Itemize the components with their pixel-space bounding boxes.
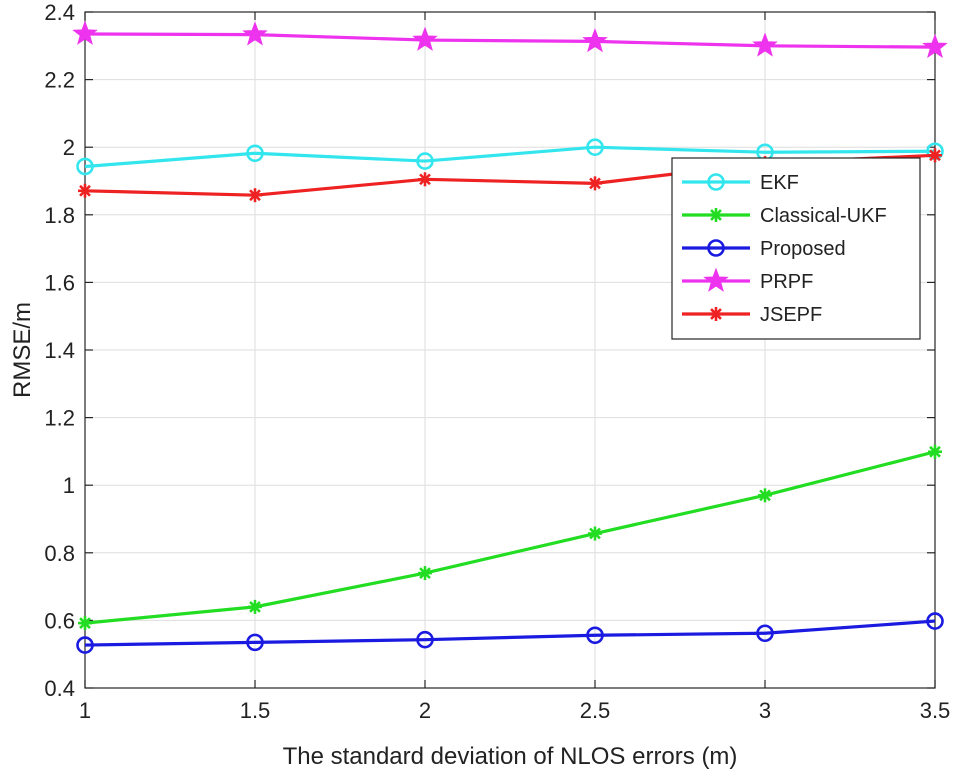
data-point-proposed [416, 630, 434, 649]
y-tick-label: 1.8 [44, 203, 75, 228]
data-point-prpf [752, 32, 778, 57]
legend-marker [709, 307, 723, 321]
data-point-ekf [76, 157, 94, 176]
y-tick-label: 1 [63, 473, 75, 498]
legend-item-ekf: EKF [682, 172, 799, 194]
y-tick-label: 0.4 [44, 676, 75, 701]
data-point-ekf [586, 138, 604, 156]
data-point-jsepf [588, 176, 602, 191]
data-point-proposed [756, 624, 774, 643]
x-tick-label: 2 [419, 698, 431, 723]
x-axis-label: The standard deviation of NLOS errors (m… [283, 743, 738, 770]
x-tick-label: 2.5 [580, 698, 611, 723]
data-point-jsepf [248, 188, 262, 203]
y-tick-label: 2.4 [44, 0, 75, 25]
data-point-classical-ukf [418, 566, 432, 581]
y-tick-label: 1.4 [44, 338, 75, 363]
data-point-ekf [416, 152, 434, 170]
legend-marker [707, 173, 725, 191]
data-point-prpf [582, 27, 608, 53]
y-axis-label: RMSE/m [9, 302, 36, 398]
series-prpf [72, 20, 948, 59]
data-point-prpf [72, 20, 98, 45]
data-point-proposed [926, 612, 944, 630]
data-point-proposed [246, 633, 264, 652]
legend-item-prpf: PRPF [682, 267, 813, 293]
data-point-classical-ukf [928, 444, 942, 459]
data-point-prpf [412, 26, 438, 51]
data-point-classical-ukf [758, 488, 772, 503]
series-line-prpf [84, 32, 936, 49]
series-ekf [76, 138, 944, 176]
y-tick-label: 0.8 [44, 541, 75, 566]
legend-label: JSEPF [760, 304, 822, 326]
legend-label: PRPF [760, 271, 813, 293]
legend: EKF Classical-UKF Proposed PRPF JSEPF [671, 157, 921, 340]
data-point-proposed [76, 636, 94, 654]
x-tick-label: 1.5 [240, 698, 271, 723]
x-tick-label: 3.5 [920, 698, 951, 723]
data-point-jsepf [418, 172, 432, 187]
series-line-classical-ukf [84, 450, 936, 625]
axis-ticks: 1 1.5 2 2.5 3 3.5 0.4 0.6 0.8 1 1.2 1.4 1.6 1.8 2 2.2 2.… [44, 0, 950, 723]
data-point-jsepf [928, 148, 942, 163]
legend-item-classical-ukf: Classical-UKF [682, 205, 887, 227]
legend-marker [709, 208, 723, 222]
y-tick-label: 2.2 [44, 68, 75, 93]
data-point-classical-ukf [248, 599, 262, 614]
legend-label: EKF [760, 172, 799, 194]
series-line-proposed [84, 619, 936, 647]
data-point-prpf [242, 21, 268, 46]
legend-item-jsepf: JSEPF [682, 304, 822, 326]
x-tick-label: 3 [759, 698, 771, 723]
x-tick-label: 1 [79, 698, 91, 723]
y-tick-label: 1.2 [44, 406, 75, 431]
data-point-jsepf [78, 183, 92, 198]
data-point-proposed [586, 626, 604, 645]
y-tick-label: 2 [63, 135, 75, 160]
y-tick-label: 0.6 [44, 608, 75, 633]
data-point-ekf [246, 144, 264, 163]
legend-label: Classical-UKF [760, 205, 887, 227]
data-point-prpf [922, 33, 948, 59]
legend-marker [707, 239, 725, 257]
data-point-classical-ukf [588, 526, 602, 541]
data-point-classical-ukf [78, 616, 92, 631]
series-classical-ukf [78, 444, 942, 631]
legend-item-proposed: Proposed [682, 238, 846, 260]
y-tick-label: 1.6 [44, 270, 75, 295]
legend-label: Proposed [760, 238, 846, 260]
legend-marker [703, 267, 729, 292]
series-line-ekf [84, 145, 936, 169]
series-proposed [76, 612, 944, 654]
